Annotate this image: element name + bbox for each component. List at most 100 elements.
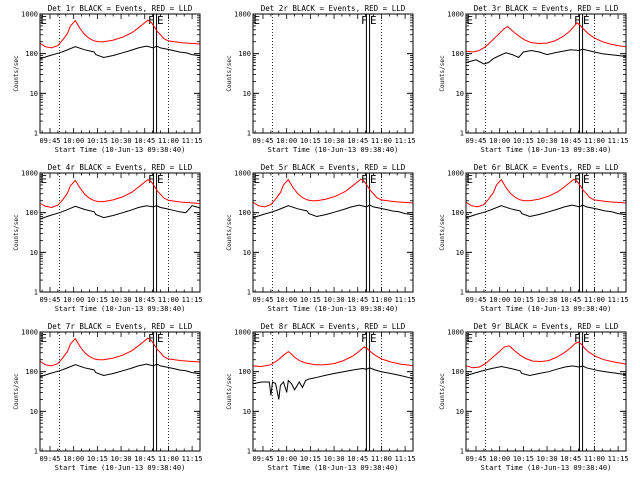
y-tick-label: 10 (243, 408, 251, 416)
x-axis-label: Start Time (10-Jun-13 09:38:40) (481, 464, 612, 472)
x-tick-label: 10:45 (560, 455, 581, 463)
panel-title: Det 5r BLACK = Events, RED = LLD (261, 163, 406, 172)
series-line-events (40, 363, 200, 378)
x-tick-label: 09:45 (39, 455, 60, 463)
x-tick-label: 09:45 (39, 296, 60, 304)
x-axis-label: Start Time (10-Jun-13 09:38:40) (481, 146, 612, 154)
x-tick-label: 10:45 (134, 296, 155, 304)
x-tick-label: 10:15 (513, 137, 534, 145)
x-tick-label: 10:45 (560, 137, 581, 145)
plot-frame (465, 331, 627, 452)
flag-label: F (148, 14, 155, 27)
y-tick-label: 100 (238, 368, 251, 376)
y-tick-label: 1000 (21, 11, 38, 19)
x-tick-label: 11:15 (182, 455, 203, 463)
x-tick-label: 11:15 (608, 296, 629, 304)
x-tick-label: 10:30 (537, 296, 558, 304)
x-tick-label: 10:00 (63, 137, 84, 145)
x-tick-label: 10:45 (347, 455, 368, 463)
flag-label: E (40, 14, 47, 27)
y-tick-label: 1 (460, 130, 464, 138)
x-tick-label: 10:00 (489, 137, 510, 145)
series-line-lld (253, 346, 413, 368)
x-axis-label: Start Time (10-Jun-13 09:38:40) (268, 146, 399, 154)
flag-label: F (574, 332, 581, 345)
y-axis-label: Counts/sec (13, 373, 20, 410)
x-tick-label: 11:15 (608, 455, 629, 463)
y-tick-label: 1 (34, 130, 38, 138)
x-tick-label: 10:15 (513, 455, 534, 463)
chart-panel-7: Det 7r BLACK = Events, RED = LLD Counts/s… (13, 322, 203, 472)
y-tick-label: 100 (25, 368, 38, 376)
panel-title: Det 4r BLACK = Events, RED = LLD (48, 163, 193, 172)
flag-label: E (40, 173, 47, 186)
panel-title: Det 2r BLACK = Events, RED = LLD (261, 4, 406, 13)
plot-frame (465, 172, 627, 293)
x-tick-label: 10:15 (87, 455, 108, 463)
x-axis-label: Start Time (10-Jun-13 09:38:40) (55, 146, 186, 154)
x-tick-label: 10:30 (324, 137, 345, 145)
y-tick-label: 1000 (234, 11, 251, 19)
x-tick-label: 10:00 (489, 455, 510, 463)
y-tick-label: 100 (25, 50, 38, 58)
chart-panel-3: Det 3r BLACK = Events, RED = LLD Counts/s… (439, 4, 629, 154)
y-tick-label: 10 (30, 408, 38, 416)
x-tick-label: 09:45 (39, 137, 60, 145)
y-tick-label: 1000 (21, 329, 38, 337)
y-tick-label: 100 (238, 209, 251, 217)
x-tick-label: 10:00 (276, 137, 297, 145)
x-tick-label: 10:15 (87, 296, 108, 304)
plot-frame (39, 172, 201, 293)
x-tick-label: 10:30 (111, 137, 132, 145)
flag-label: E (370, 173, 377, 186)
x-tick-label: 09:45 (465, 455, 486, 463)
x-tick-label: 11:00 (371, 455, 392, 463)
x-tick-label: 10:15 (300, 296, 321, 304)
x-tick-label: 09:45 (465, 296, 486, 304)
chart-panel-4: Det 4r BLACK = Events, RED = LLD Counts/s… (13, 163, 203, 313)
series-group (40, 178, 200, 220)
flag-label: F (361, 173, 368, 186)
flag-label: E (466, 14, 473, 27)
y-axis-label: Counts/sec (439, 214, 446, 251)
chart-panel-8: Det 8r BLACK = Events, RED = LLD Counts/s… (226, 322, 416, 472)
x-tick-label: 10:45 (347, 296, 368, 304)
plot-frame (252, 331, 414, 452)
x-axis-label: Start Time (10-Jun-13 09:38:40) (55, 464, 186, 472)
series-group (466, 341, 626, 377)
series-line-events (253, 367, 413, 400)
y-tick-label: 1000 (234, 170, 251, 178)
y-tick-label: 1 (460, 289, 464, 297)
y-tick-label: 1 (34, 448, 38, 456)
series-group (466, 178, 626, 219)
flag-label: E (583, 14, 590, 27)
x-tick-label: 10:15 (87, 137, 108, 145)
series-group (40, 19, 200, 60)
series-group (466, 22, 626, 65)
y-tick-label: 10 (243, 90, 251, 98)
chart-panel-1: Det 1r BLACK = Events, RED = LLD Counts/s… (13, 4, 203, 154)
series-line-lld (40, 337, 200, 367)
x-tick-label: 11:00 (158, 455, 179, 463)
y-tick-label: 1 (460, 448, 464, 456)
x-tick-label: 10:30 (537, 455, 558, 463)
y-tick-label: 100 (451, 368, 464, 376)
x-tick-label: 10:45 (347, 137, 368, 145)
x-tick-label: 11:00 (371, 137, 392, 145)
flag-label: F (148, 173, 155, 186)
x-tick-label: 10:45 (134, 137, 155, 145)
y-axis-label: Counts/sec (226, 373, 233, 410)
x-tick-label: 10:00 (489, 296, 510, 304)
y-tick-label: 10 (30, 249, 38, 257)
y-axis-label: Counts/sec (226, 214, 233, 251)
series-line-events (40, 45, 200, 60)
x-tick-label: 11:15 (608, 137, 629, 145)
y-tick-label: 1000 (21, 170, 38, 178)
y-tick-label: 1000 (447, 11, 464, 19)
y-tick-label: 100 (451, 209, 464, 217)
series-line-lld (253, 178, 413, 208)
flag-label: E (157, 14, 164, 27)
x-tick-label: 10:30 (324, 455, 345, 463)
x-tick-label: 11:00 (584, 296, 605, 304)
flag-label: F (148, 332, 155, 345)
